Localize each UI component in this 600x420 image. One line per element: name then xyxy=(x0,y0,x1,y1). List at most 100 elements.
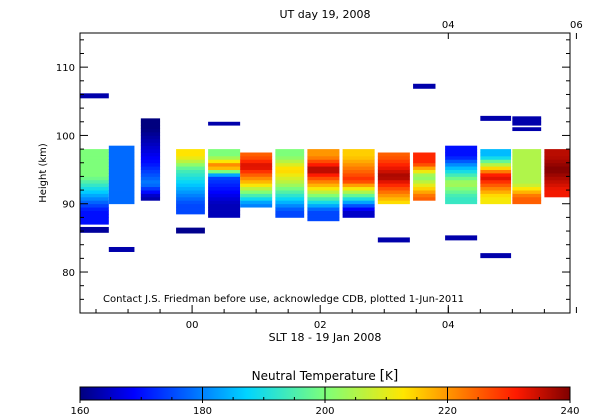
temperature-cell xyxy=(176,176,205,181)
temperature-cell xyxy=(342,186,375,191)
temperature-cell xyxy=(413,179,436,184)
temperature-cell xyxy=(445,186,478,191)
temperature-cell xyxy=(275,169,305,174)
temperature-cell xyxy=(80,166,109,170)
temperature-cell xyxy=(377,162,410,167)
temperature-cell xyxy=(176,179,205,184)
y-tick-label: 100 xyxy=(56,131,75,142)
temperature-cell xyxy=(480,152,512,157)
temperature-cell xyxy=(512,155,542,160)
temperature-cell xyxy=(445,152,478,157)
temperature-cell xyxy=(342,155,375,160)
temperature-cell xyxy=(480,176,512,181)
temperature-cell xyxy=(140,125,161,130)
temperature-cell xyxy=(80,203,109,208)
colorbar-tick-label: 180 xyxy=(193,406,212,417)
temperature-cell xyxy=(275,200,305,205)
temperature-cell xyxy=(208,203,241,208)
temperature-cell xyxy=(108,155,135,160)
temperature-cell xyxy=(544,162,570,167)
temperature-cell xyxy=(108,193,135,198)
temperature-cell xyxy=(307,210,340,215)
temperature-cell xyxy=(377,200,410,205)
temperature-cell xyxy=(445,183,478,188)
temperature-cell xyxy=(108,173,135,177)
colorbar-tick-label: 200 xyxy=(315,406,334,417)
temperature-cell xyxy=(377,169,410,174)
temperature-cell xyxy=(80,173,109,177)
temperature-cell xyxy=(140,173,161,177)
profile-column xyxy=(544,149,570,198)
temperature-cell xyxy=(512,116,542,119)
temperature-cell xyxy=(307,190,340,194)
temperature-cell xyxy=(275,149,305,153)
temperature-cell xyxy=(342,200,375,205)
colorbar: Neutral Temperature [K] 160 180 200 220 240 xyxy=(70,368,579,417)
temperature-cell xyxy=(512,183,542,188)
temperature-cell xyxy=(307,203,340,208)
colorbar-title: Neutral Temperature [K] xyxy=(252,368,399,384)
temperature-cell xyxy=(512,121,542,126)
temperature-cell xyxy=(307,166,340,170)
temperature-cell xyxy=(544,179,570,184)
temperature-cell xyxy=(342,190,375,194)
temperature-cell xyxy=(342,179,375,184)
temperature-cell xyxy=(307,155,340,160)
temperature-cell xyxy=(240,186,273,191)
temperature-cell xyxy=(208,190,241,194)
top-axis-title: UT day 19, 2008 xyxy=(280,8,371,21)
temperature-cell xyxy=(377,179,410,184)
temperature-cell xyxy=(342,207,375,211)
temperature-cell xyxy=(413,183,436,188)
temperature-cell xyxy=(445,200,478,205)
temperature-cell xyxy=(445,159,478,164)
temperature-cell xyxy=(445,155,478,160)
temperature-cell xyxy=(240,169,273,174)
temperature-cell xyxy=(108,176,135,181)
temperature-cell xyxy=(342,213,375,218)
profile-column xyxy=(307,149,340,222)
profile-column xyxy=(342,149,375,218)
temperature-cell xyxy=(307,162,340,167)
x-axis-label: SLT 18 - 19 Jan 2008 xyxy=(269,331,382,344)
temperature-cell xyxy=(80,155,109,160)
temperature-cell xyxy=(80,190,109,194)
temperature-cell xyxy=(480,200,512,205)
temperature-cell xyxy=(208,200,241,205)
temperature-cell xyxy=(275,183,305,188)
isolated-measurement xyxy=(480,253,512,259)
plot-frame xyxy=(79,32,571,314)
temperature-cell xyxy=(140,176,161,181)
temperature-cell xyxy=(377,193,410,198)
temperature-cell xyxy=(80,217,109,222)
temperature-cell xyxy=(140,169,161,174)
temperature-cell xyxy=(240,200,273,205)
temperature-cell xyxy=(176,159,205,164)
temperature-cell xyxy=(140,162,161,167)
temperature-cell xyxy=(342,196,375,201)
temperature-cell xyxy=(480,186,512,191)
temperature-cell xyxy=(307,196,340,201)
temperature-cell xyxy=(176,152,205,157)
temperature-cell xyxy=(445,193,478,198)
temperature-cell xyxy=(480,169,512,174)
temperature-cell xyxy=(80,183,109,188)
temperature-cell xyxy=(208,162,241,167)
temperature-cell xyxy=(275,193,305,198)
temperature-cell xyxy=(413,169,436,174)
temperature-cell xyxy=(413,166,436,170)
y-tick-label: 80 xyxy=(62,268,75,279)
temperature-cell xyxy=(240,179,273,184)
temperature-cell xyxy=(176,227,205,231)
temperature-cell xyxy=(140,118,161,123)
temperature-cell xyxy=(413,173,436,177)
temperature-cell xyxy=(307,159,340,164)
temperature-cell xyxy=(80,179,109,184)
temperature-cell xyxy=(512,196,542,201)
temperature-cell xyxy=(80,200,109,205)
temperature-cell xyxy=(80,186,109,191)
temperature-cell xyxy=(377,159,410,164)
temperature-cell xyxy=(108,145,135,150)
temperature-cell xyxy=(512,162,542,167)
